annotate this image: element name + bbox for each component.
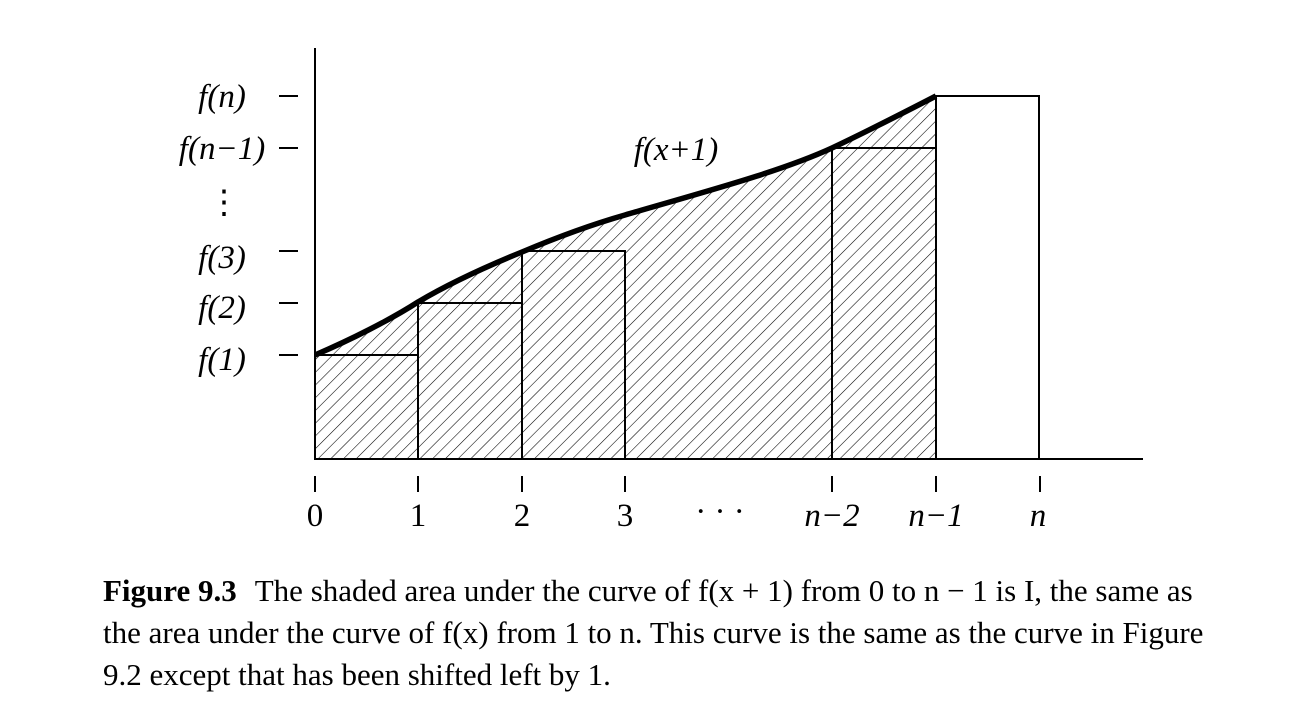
y-ticks (279, 95, 298, 356)
curve-label: f(x+1) (634, 132, 719, 168)
y-label-f-n-minus-1: f(n−1) (179, 131, 265, 167)
x-ticks (314, 476, 1041, 492)
y-ellipsis: ⋮ (208, 185, 241, 221)
x-ellipsis: · · · (695, 494, 744, 530)
x-label-n-minus-1: n−1 (908, 498, 963, 534)
caption-label: Figure 9.3 (103, 573, 237, 608)
y-label-f-2: f(2) (198, 290, 246, 326)
x-label-2: 2 (514, 498, 531, 534)
x-label-n: n (1030, 498, 1047, 534)
curve-f-x-plus-1 (313, 93, 938, 358)
x-label-n-minus-2: n−2 (804, 498, 859, 534)
rect-n1-n (935, 95, 1040, 460)
figure-caption: Figure 9.3 The shaded area under the curv… (103, 570, 1233, 696)
y-label-f-1: f(1) (198, 342, 246, 378)
x-label-3: 3 (617, 498, 634, 534)
y-label-f-3: f(3) (198, 240, 246, 276)
x-label-0: 0 (307, 498, 324, 534)
caption-text: The shaded area under the curve of f(x +… (103, 573, 1204, 692)
figure-diagram: f(n) f(n−1) ⋮ f(3) f(2) f(1) f(x+1) 0 1 … (179, 48, 1143, 534)
x-label-1: 1 (410, 498, 427, 534)
y-label-f-n: f(n) (198, 79, 246, 115)
